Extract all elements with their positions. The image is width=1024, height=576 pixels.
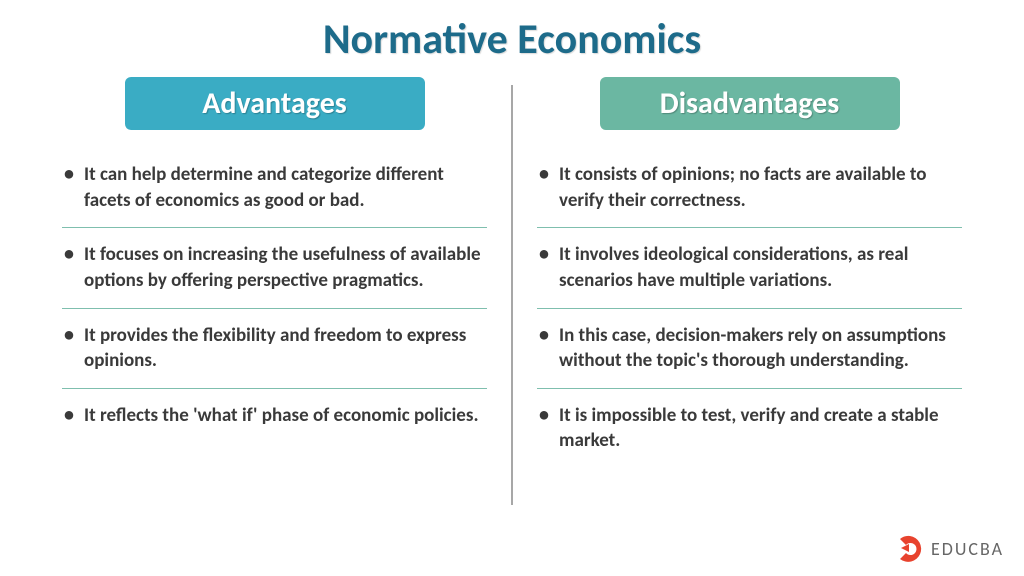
list-item: It can help determine and categorize dif… <box>62 148 487 228</box>
advantages-badge: Advantages <box>125 77 425 130</box>
disadvantages-column: Disadvantages It consists of opinions; n… <box>513 77 986 505</box>
page-title: Normative Economics <box>0 0 1024 65</box>
list-item: It consists of opinions; no facts are av… <box>537 148 962 228</box>
list-item: It focuses on increasing the usefulness … <box>62 228 487 308</box>
advantages-column: Advantages It can help determine and cat… <box>38 77 511 505</box>
brand-name: EDUCBA <box>931 538 1004 560</box>
list-item: It provides the flexibility and freedom … <box>62 309 487 389</box>
list-item: It is impossible to test, verify and cre… <box>537 389 962 468</box>
list-item: In this case, decision-makers rely on as… <box>537 309 962 389</box>
disadvantages-list: It consists of opinions; no facts are av… <box>531 148 968 468</box>
educba-icon <box>895 534 925 564</box>
list-item: It reflects the 'what if' phase of econo… <box>62 389 487 443</box>
disadvantages-badge: Disadvantages <box>600 77 900 130</box>
advantages-list: It can help determine and categorize dif… <box>56 148 493 442</box>
brand-logo: EDUCBA <box>895 534 1004 564</box>
list-item: It involves ideological considerations, … <box>537 228 962 308</box>
comparison-columns: Advantages It can help determine and cat… <box>0 65 1024 505</box>
